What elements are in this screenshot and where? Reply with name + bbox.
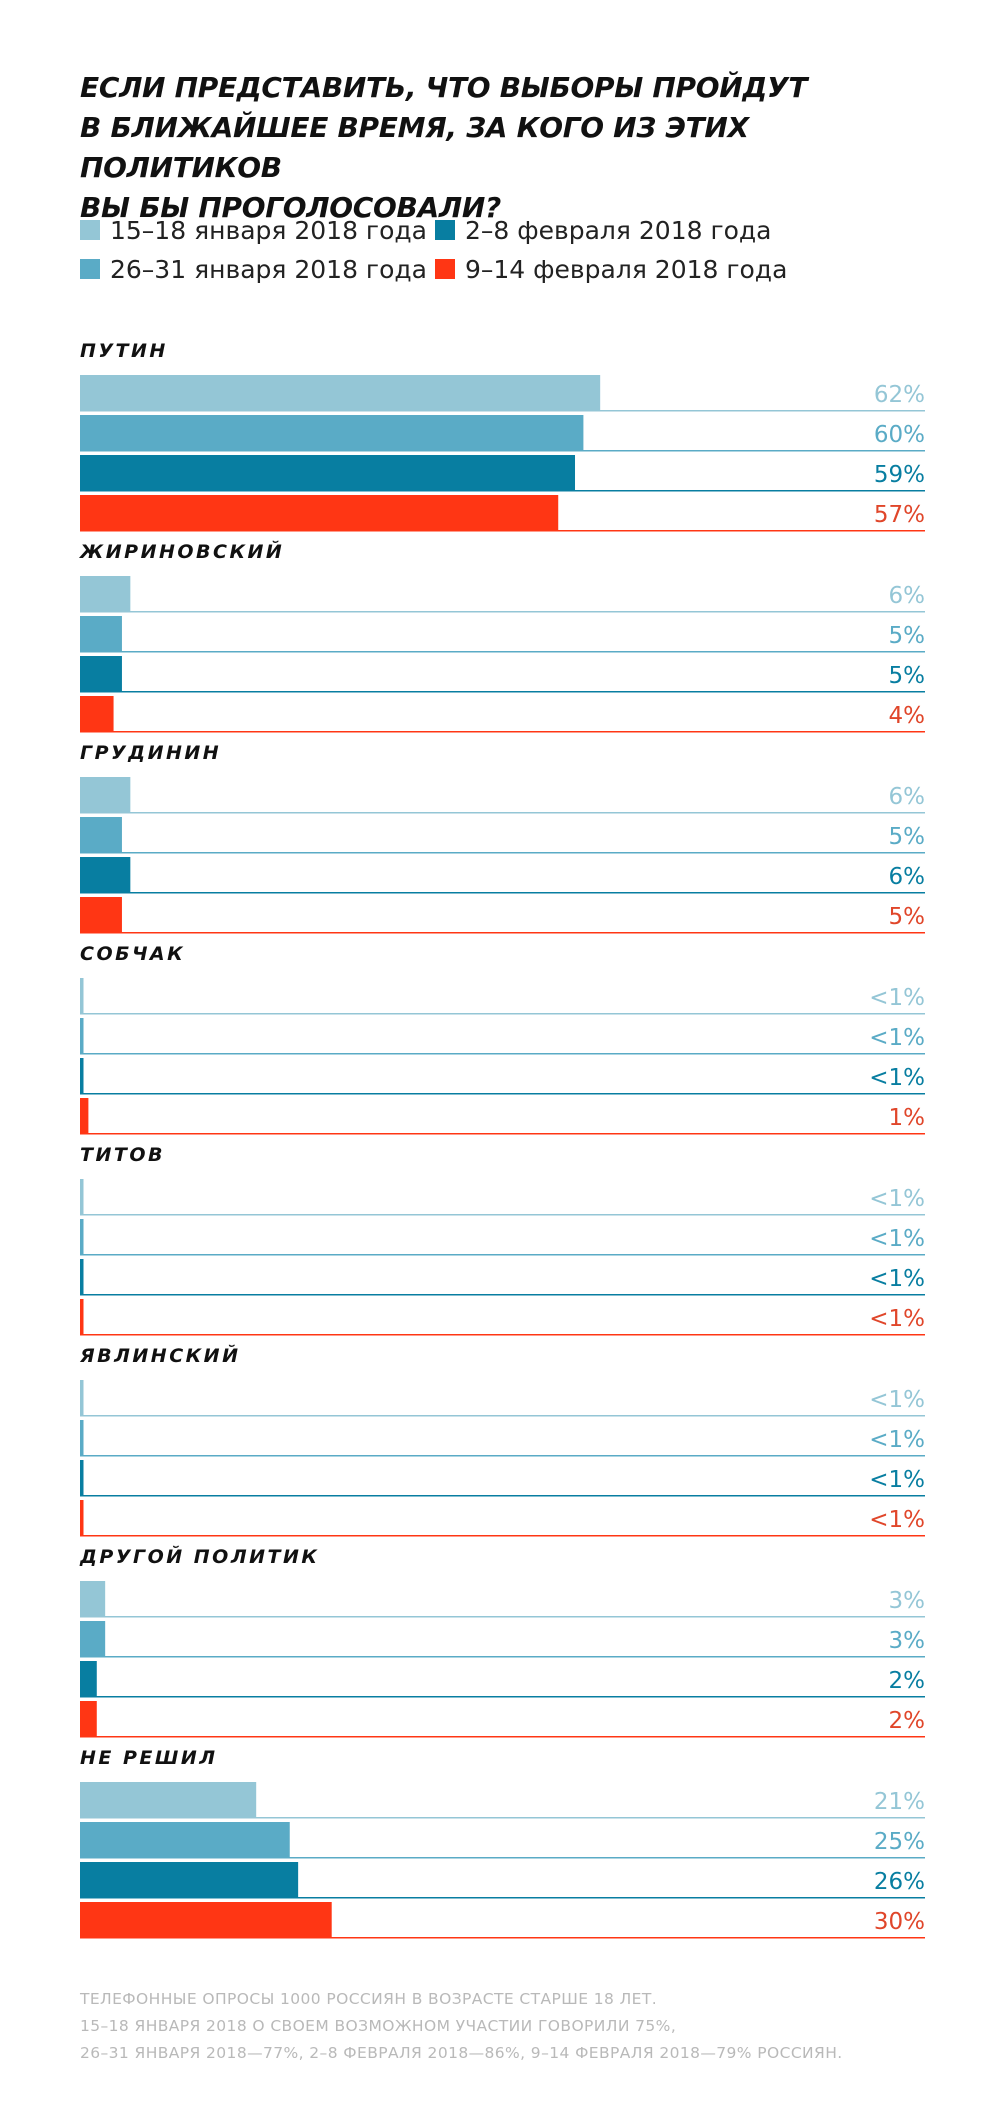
- bar: [80, 1219, 84, 1254]
- bar: [80, 696, 114, 731]
- legend-swatch: [435, 220, 455, 240]
- bar: [80, 897, 122, 932]
- bar: [80, 1701, 97, 1736]
- data-label: 5%: [889, 824, 926, 850]
- bar: [80, 1902, 332, 1937]
- data-label: 59%: [874, 462, 925, 488]
- bar: [80, 978, 84, 1013]
- bar: [80, 777, 131, 812]
- footnote-line: 15–18 ЯНВАРЯ 2018 О СВОЕМ ВОЗМОЖНОМ УЧАС…: [80, 2017, 677, 2035]
- legend-label: 26–31 января 2018 года: [110, 254, 427, 284]
- category-label: ДРУГОЙ ПОЛИТИК: [79, 1545, 319, 1568]
- data-label: 2%: [889, 1708, 926, 1734]
- chart-title-line: В БЛИЖАЙШЕЕ ВРЕМЯ, ЗА КОГО ИЗ ЭТИХ ПОЛИТ…: [80, 111, 749, 184]
- bar: [80, 1460, 84, 1495]
- data-label: 62%: [874, 382, 925, 408]
- legend-item: 2–8 февраля 2018 года: [435, 212, 772, 248]
- data-label: 4%: [889, 703, 926, 729]
- chart-title-line: ЕСЛИ ПРЕДСТАВИТЬ, ЧТО ВЫБОРЫ ПРОЙДУТ: [80, 71, 808, 104]
- chart-footnote: ТЕЛЕФОННЫЕ ОПРОСЫ 1000 РОССИЯН В ВОЗРАСТ…: [80, 1986, 960, 2067]
- legend-swatch: [80, 220, 100, 240]
- legend-swatch: [80, 259, 100, 279]
- category-label: СОБЧАК: [80, 943, 185, 965]
- data-label: <1%: [869, 1467, 925, 1493]
- bar: [80, 656, 122, 691]
- data-label: 3%: [889, 1588, 926, 1614]
- data-label: 25%: [874, 1829, 925, 1855]
- bar: [80, 1500, 84, 1535]
- data-label: 5%: [889, 623, 926, 649]
- data-label: 60%: [874, 422, 925, 448]
- bar: [80, 1018, 84, 1053]
- bar: [80, 1179, 84, 1214]
- data-label: 21%: [874, 1789, 925, 1815]
- bar: [80, 1581, 106, 1616]
- bar: [80, 1862, 299, 1897]
- category-label: ТИТОВ: [80, 1144, 165, 1166]
- bar: [80, 415, 584, 450]
- data-label: 6%: [889, 784, 926, 810]
- category-label: ПУТИН: [80, 340, 168, 362]
- bar: [80, 455, 576, 490]
- data-label: 5%: [889, 904, 926, 930]
- data-label: 30%: [874, 1909, 925, 1935]
- data-label: 26%: [874, 1869, 925, 1895]
- chart-title: ЕСЛИ ПРЕДСТАВИТЬ, ЧТО ВЫБОРЫ ПРОЙДУТ В Б…: [80, 68, 940, 228]
- data-label: <1%: [869, 1387, 925, 1413]
- data-label: <1%: [869, 1025, 925, 1051]
- data-label: 57%: [874, 502, 925, 528]
- bar: [80, 1098, 89, 1133]
- legend-item: 15–18 января 2018 года: [80, 212, 427, 248]
- data-label: 6%: [889, 864, 926, 890]
- category-label: ЯВЛИНСКИЙ: [79, 1344, 240, 1367]
- bar: [80, 857, 131, 892]
- category-label: ЖИРИНОВСКИЙ: [78, 540, 284, 563]
- bar: [80, 1380, 84, 1415]
- category-label: ГРУДИНИН: [80, 742, 221, 764]
- bar: [80, 375, 601, 410]
- chart-legend: 15–18 января 2018 года 26–31 января 2018…: [80, 212, 840, 292]
- bar: [80, 1259, 84, 1294]
- bar: [80, 495, 559, 530]
- legend-label: 9–14 февраля 2018 года: [465, 254, 788, 284]
- data-label: <1%: [869, 1186, 925, 1212]
- data-label: <1%: [869, 1226, 925, 1252]
- data-label: 3%: [889, 1628, 926, 1654]
- bar: [80, 1661, 97, 1696]
- footnote-line: ТЕЛЕФОННЫЕ ОПРОСЫ 1000 РОССИЯН В ВОЗРАСТ…: [80, 1990, 658, 2008]
- data-label: <1%: [869, 1507, 925, 1533]
- data-label: <1%: [869, 1306, 925, 1332]
- bar: [80, 576, 131, 611]
- legend-label: 15–18 января 2018 года: [110, 215, 427, 245]
- bar: [80, 1621, 106, 1656]
- bar: [80, 1782, 257, 1817]
- bar: [80, 1420, 84, 1455]
- category-label: НЕ РЕШИЛ: [80, 1747, 218, 1769]
- bar: [80, 1822, 290, 1857]
- data-label: <1%: [869, 1065, 925, 1091]
- data-label: <1%: [869, 1427, 925, 1453]
- legend-item: 9–14 февраля 2018 года: [435, 251, 787, 287]
- bar: [80, 1058, 84, 1093]
- legend-item: 26–31 января 2018 года: [80, 251, 427, 287]
- data-label: <1%: [869, 1266, 925, 1292]
- legend-swatch: [435, 259, 455, 279]
- data-label: 2%: [889, 1668, 926, 1694]
- chart-title-line: ВЫ БЫ ПРОГОЛОСОВАЛИ?: [80, 191, 501, 224]
- footnote-line: 26–31 ЯНВАРЯ 2018—77%, 2–8 ФЕВРАЛЯ 2018—…: [80, 2044, 843, 2062]
- data-label: <1%: [869, 985, 925, 1011]
- bar: [80, 616, 122, 651]
- bar: [80, 1299, 84, 1334]
- bar: [80, 817, 122, 852]
- data-label: 1%: [889, 1105, 926, 1131]
- data-label: 6%: [889, 583, 926, 609]
- data-label: 5%: [889, 663, 926, 689]
- legend-label: 2–8 февраля 2018 года: [465, 215, 772, 245]
